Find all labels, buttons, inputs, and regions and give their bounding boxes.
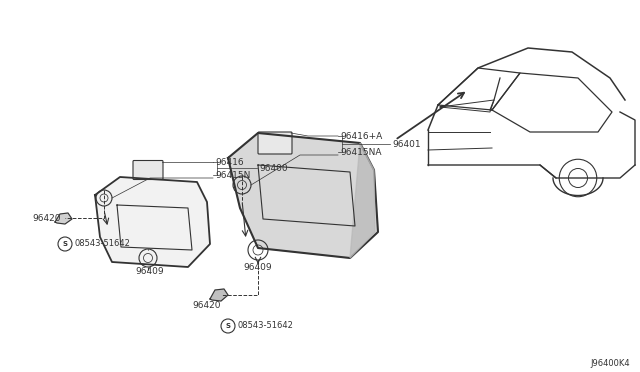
- Text: J96400K4: J96400K4: [590, 359, 630, 369]
- Text: 96420: 96420: [32, 214, 61, 222]
- Text: 96401: 96401: [392, 140, 420, 148]
- Circle shape: [221, 319, 235, 333]
- Text: 96420: 96420: [192, 301, 221, 310]
- Polygon shape: [210, 289, 228, 301]
- Text: 96409: 96409: [136, 267, 164, 276]
- Polygon shape: [95, 177, 210, 267]
- Polygon shape: [55, 213, 72, 224]
- FancyBboxPatch shape: [258, 132, 292, 154]
- Text: 96415NA: 96415NA: [340, 148, 381, 157]
- Text: 96400: 96400: [259, 164, 287, 173]
- Text: 96416: 96416: [215, 157, 244, 167]
- Circle shape: [58, 237, 72, 251]
- Polygon shape: [350, 143, 375, 258]
- Polygon shape: [228, 133, 378, 258]
- Text: 08543-51642: 08543-51642: [74, 240, 130, 248]
- FancyBboxPatch shape: [133, 160, 163, 180]
- Text: S: S: [225, 323, 230, 329]
- Text: 96409: 96409: [244, 263, 272, 273]
- Text: 96416+A: 96416+A: [340, 131, 382, 141]
- Text: 08543-51642: 08543-51642: [237, 321, 293, 330]
- Text: S: S: [63, 241, 67, 247]
- Text: 96415N: 96415N: [215, 170, 250, 180]
